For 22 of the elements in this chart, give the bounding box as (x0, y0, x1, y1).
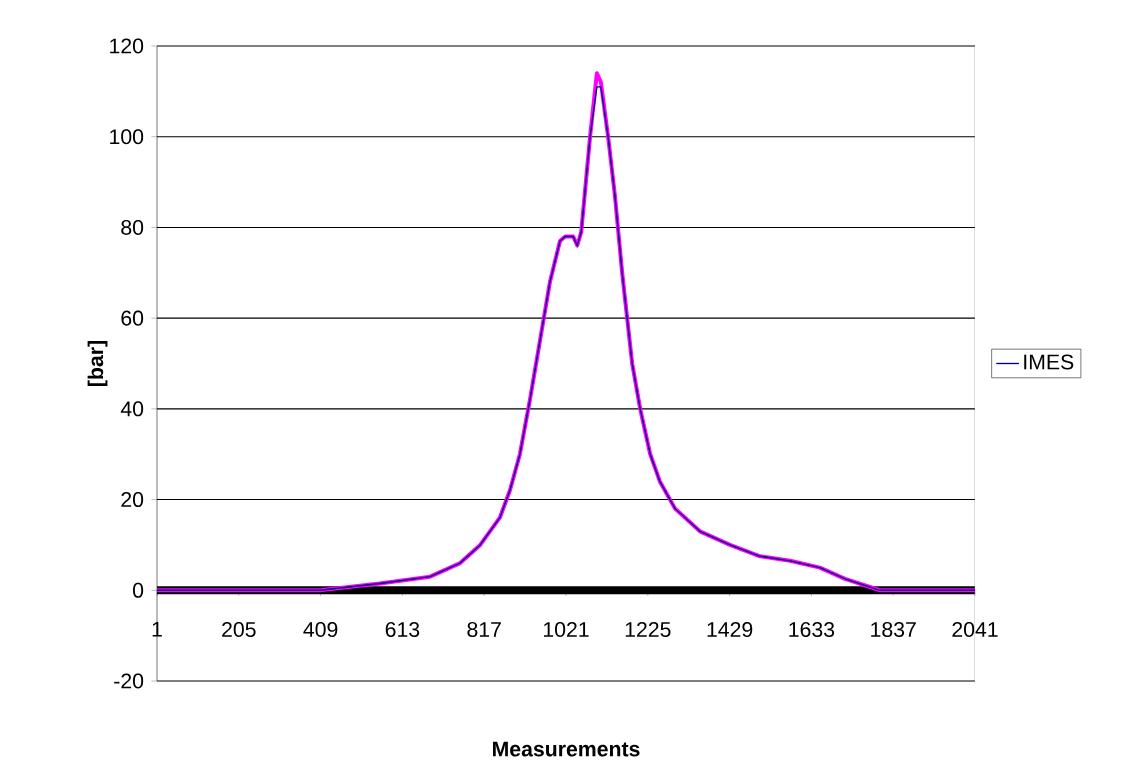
y-tick-label: 100 (110, 129, 144, 145)
y-tick-label: -20 (114, 673, 144, 689)
x-tick-label: 1633 (789, 621, 835, 638)
legend-label: IMES (1024, 354, 1074, 370)
y-tick-label: 120 (110, 38, 144, 54)
x-tick-label: 817 (467, 621, 501, 638)
x-axis-title: Measurements (493, 741, 640, 757)
x-tick-label: 1429 (707, 621, 753, 638)
x-tick-label: 1837 (871, 621, 916, 638)
y-axis-title: [bar] (87, 341, 108, 386)
x-tick-label: 1225 (625, 621, 671, 638)
x-tick-label: 2041 (952, 621, 998, 638)
x-tick-label: 613 (385, 621, 420, 638)
y-tick-label: 20 (121, 492, 144, 508)
y-tick-label: 0 (133, 582, 144, 598)
x-tick-label: 409 (303, 621, 338, 638)
y-tick-label: 40 (120, 401, 144, 417)
y-tick-label: 60 (121, 310, 144, 326)
y-tick-label: 80 (121, 219, 144, 235)
x-tick-label: 1021 (543, 621, 589, 638)
x-tick-label: 205 (222, 621, 256, 638)
x-tick-label: 1 (152, 621, 162, 637)
